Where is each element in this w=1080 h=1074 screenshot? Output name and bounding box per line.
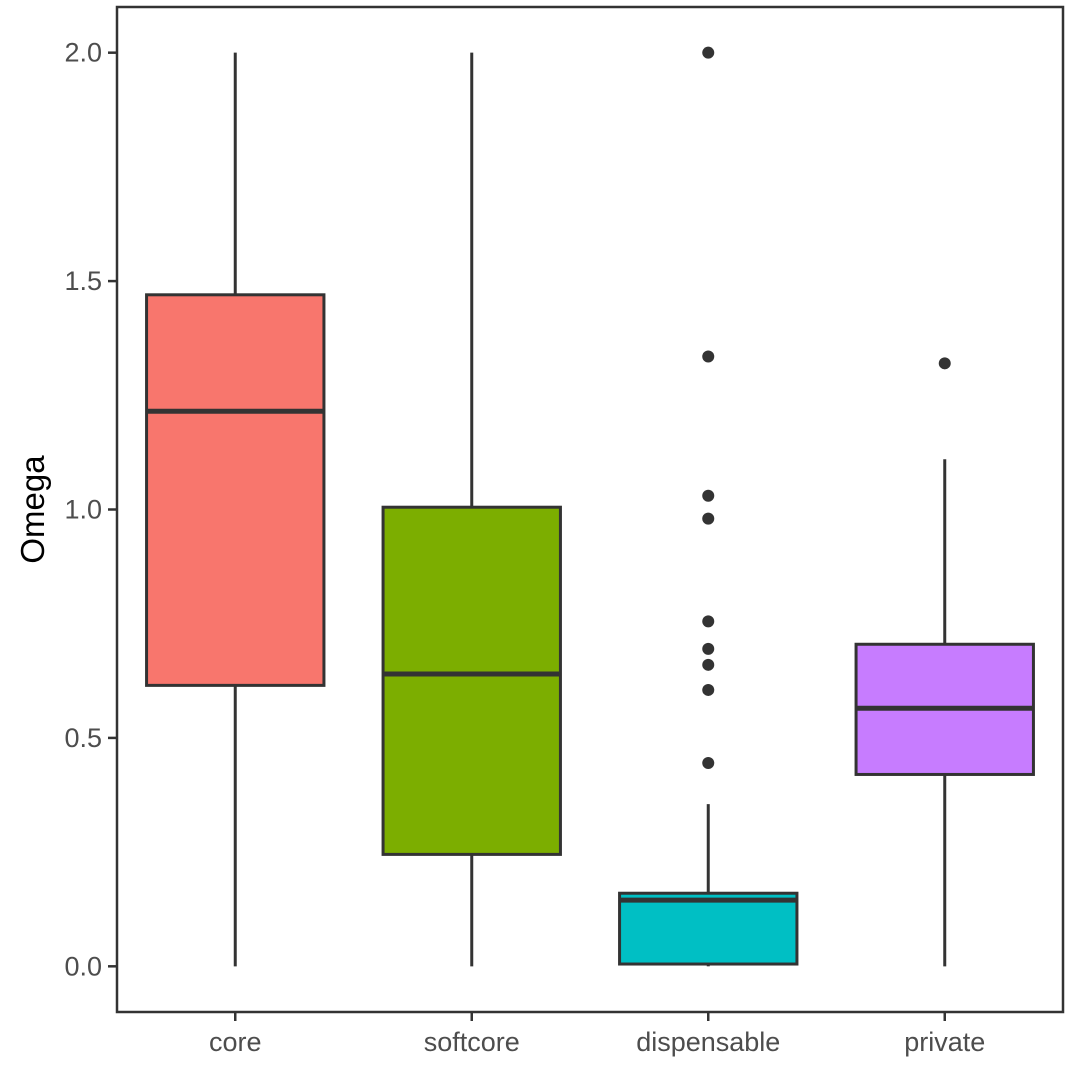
outlier-point-dispensable (702, 757, 715, 770)
outlier-point-dispensable (702, 489, 715, 502)
outlier-point-dispensable (702, 642, 715, 655)
plot-marks (145, 46, 1035, 967)
x-tick-label-dispensable: dispensable (636, 1027, 780, 1057)
y-tick-label: 2.0 (64, 38, 102, 68)
outlier-point-private (938, 357, 951, 370)
y-axis-title: Omega (14, 455, 51, 564)
x-tick-label-private: private (904, 1027, 985, 1057)
x-tick-label-core: core (209, 1027, 262, 1057)
box-body-dispensable (618, 891, 799, 966)
y-tick-label: 0.5 (64, 723, 102, 753)
outlier-point-dispensable (702, 683, 715, 696)
outlier-point-dispensable (702, 512, 715, 525)
box-body-core (145, 293, 326, 687)
box-body-softcore (381, 505, 562, 856)
box-private (854, 357, 1035, 967)
axes: 0.0 0.5 1.0 1.5 2.0 core softcore dispensable pr… (64, 38, 985, 1057)
y-tick-label: 0.0 (64, 951, 102, 981)
box-softcore (381, 52, 562, 967)
y-tick-label: 1.0 (64, 495, 102, 525)
outlier-point-dispensable (702, 350, 715, 363)
outlier-point-dispensable (702, 658, 715, 671)
outlier-point-dispensable (702, 46, 715, 59)
outlier-point-dispensable (702, 615, 715, 628)
box-core (145, 52, 326, 967)
x-tick-label-softcore: softcore (424, 1027, 520, 1057)
box-dispensable (618, 46, 799, 967)
y-tick-label: 1.5 (64, 266, 102, 296)
